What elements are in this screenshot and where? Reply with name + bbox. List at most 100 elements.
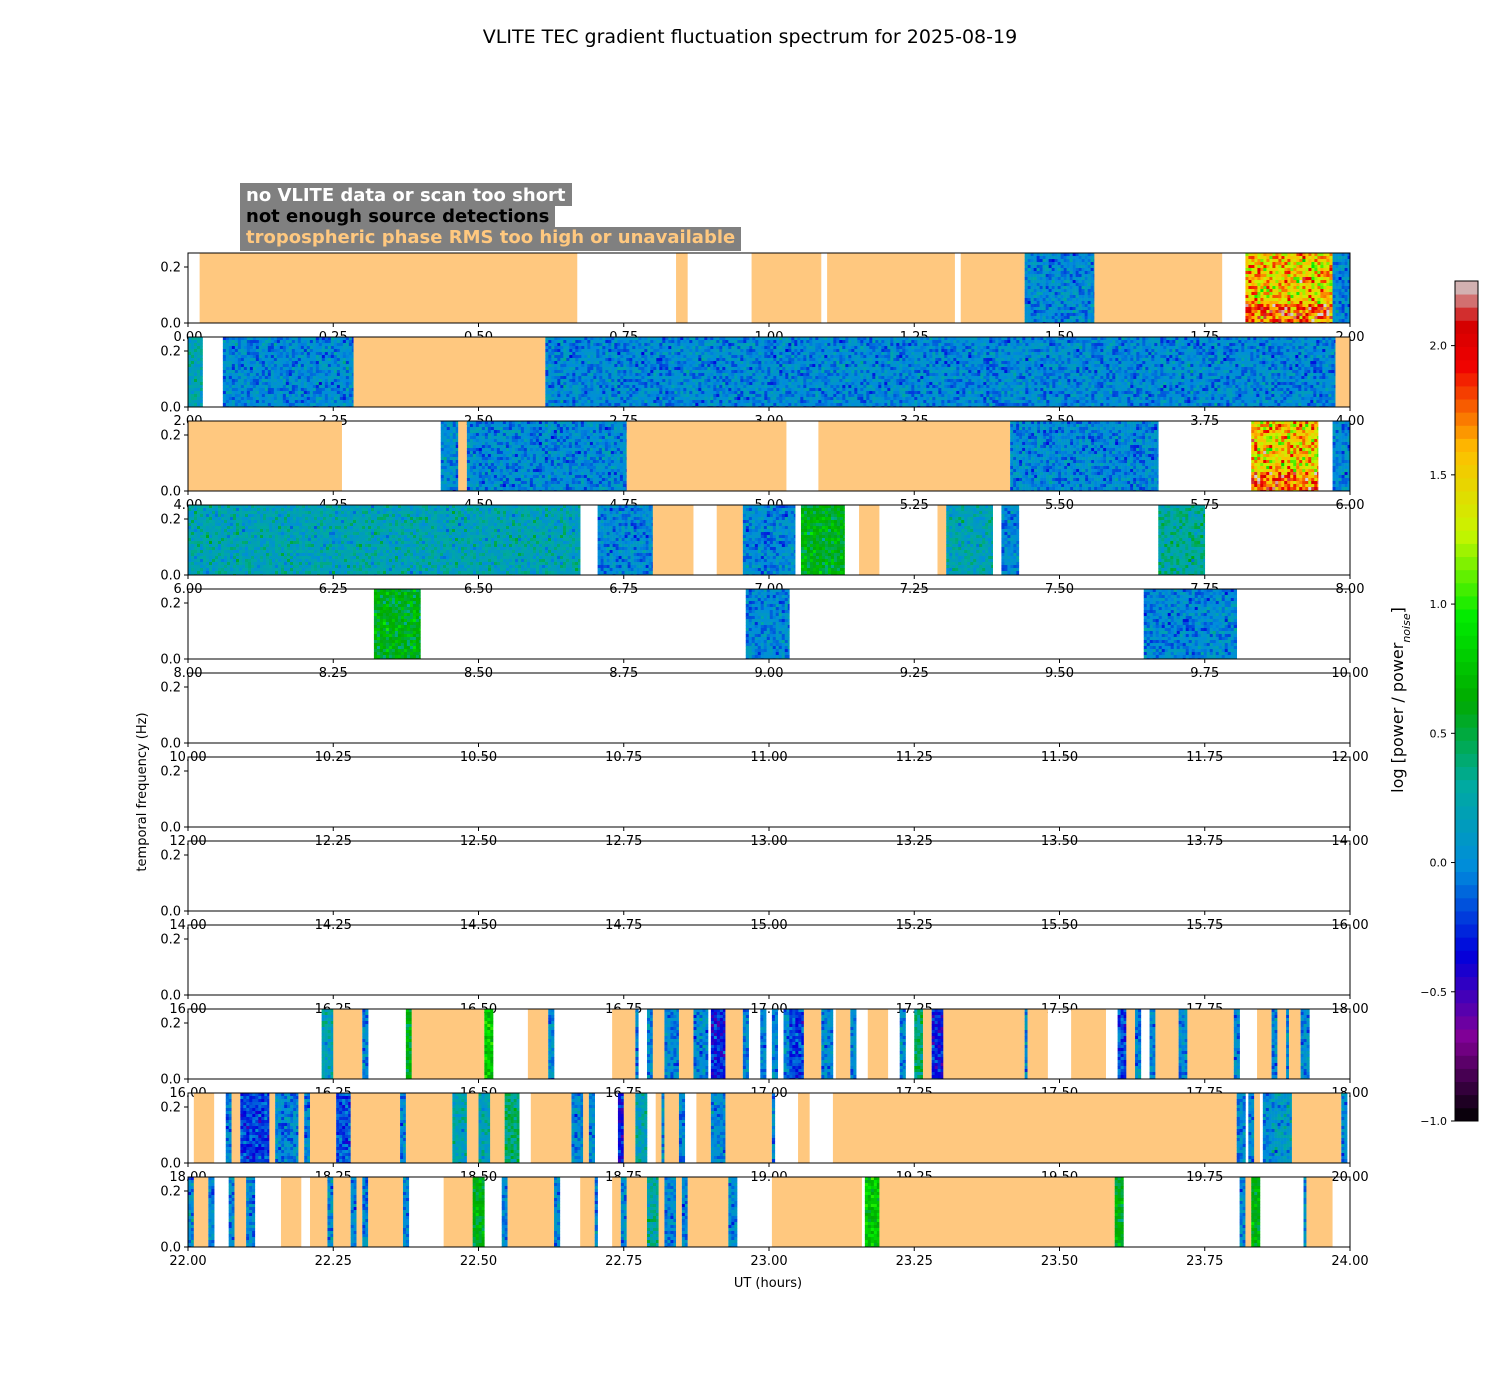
spectrum-cell [1084,319,1088,323]
spectrum-cell [671,340,675,344]
spectrum-cell [342,397,347,401]
spectrum-cell [1042,289,1046,293]
spectrum-cell [348,346,353,350]
spectrum-cell [599,337,603,341]
spectrum-cell [650,358,654,362]
spectrum-cell [234,382,239,386]
spectrum-cell [605,358,609,362]
spectrum-cell [635,367,639,371]
spectrum-cell [339,352,344,356]
spectrum-cell [1254,271,1258,275]
spectrum-cell [1084,277,1088,281]
spectrum-cell [234,361,239,365]
spectrum-cell [713,391,717,395]
spectrum-cell [1296,313,1300,317]
spectrum-cell [1057,301,1061,305]
spectrum-cell [300,355,305,359]
spectrum-cell [1257,259,1261,263]
spectrum-cell [1326,265,1330,269]
spectrum-cell [605,379,609,383]
spectrum-cell [1057,316,1061,320]
spectrum-cell [701,340,705,344]
spectrum-cell [1078,259,1082,263]
spectrum-cell [1293,259,1297,263]
spectrum-cell [1081,292,1085,296]
spectrum-cell [1326,262,1330,266]
spectrum-cell [1344,307,1348,311]
spectrum-cell [794,397,798,401]
spectrum-cell [764,367,768,371]
spectrum-cell [701,370,705,374]
spectrum-cell [315,340,320,344]
spectrum-cell [644,403,648,407]
spectrum-cell [342,373,347,377]
spectrum-cell [237,340,242,344]
spectrum-cell [1332,283,1336,287]
spectrum-cell [617,358,621,362]
spectrum-cell [1323,256,1327,260]
spectrum-cell [782,385,786,389]
spectrum-cell [1305,301,1309,305]
spectrum-cell [1087,283,1091,287]
spectrum-cell [1024,259,1028,263]
spectrum-cell [746,337,750,341]
spectrum-cell [635,349,639,353]
spectrum-cell [746,352,750,356]
spectrum-cell [554,373,558,377]
spectrum-cell [1290,292,1294,296]
spectrum-cell [1033,280,1037,284]
spectrum-cell [279,346,284,350]
spectrum-cell [303,352,308,356]
spectrum-cell [1332,292,1336,296]
spectrum-cell [746,394,750,398]
spectrum-cell [725,385,729,389]
spectrum-cell [312,397,317,401]
spectrum-cell [1344,268,1348,272]
spectrum-cell [1329,283,1333,287]
spectrum-cell [788,367,792,371]
spectrum-cell [608,382,612,386]
spectrum-cell [698,367,702,371]
spectrum-cell [1057,319,1061,323]
spectrum-cell [1254,295,1258,299]
spectrum-cell [734,340,738,344]
spectrum-cell [1296,319,1300,323]
spectrum-cell [351,403,354,407]
spectrum-cell [686,403,690,407]
spectrum-cell [237,337,242,341]
spectrum-cell [596,400,600,404]
spectrum-cell [1027,271,1031,275]
spectrum-cell [767,397,771,401]
spectrum-cell [228,391,233,395]
spectrum-cell [1027,316,1031,320]
spectrum-cell [1045,319,1049,323]
spectrum-cell [336,358,341,362]
spectrum-cell [764,343,768,347]
spectrum-cell [680,346,684,350]
spectrum-cell [1075,295,1079,299]
spectrum-cell [647,355,651,359]
spectrum-cell [695,358,699,362]
spectrum-cell [342,388,347,392]
spectrum-cell [764,382,768,386]
spectrum-cell [683,349,687,353]
spectrum-cell [707,367,711,371]
spectrum-cell [1039,316,1043,320]
spectrum-cell [794,388,798,392]
spectrum-cell [728,400,732,404]
spectrum-cell [704,364,708,368]
spectrum-cell [1024,304,1028,308]
spectrum-cell [1033,283,1037,287]
spectrum-cell [800,397,804,401]
spectrum-cell [716,358,720,362]
spectrum-cell [279,358,284,362]
spectrum-cell [1275,316,1279,320]
spectrum-cell [321,343,326,347]
spectrum-cell [833,400,837,404]
spectrum-cell [638,403,642,407]
spectrum-cell [593,388,597,392]
spectrum-cell [773,358,777,362]
spectrum-cell [1066,280,1070,284]
spectrum-cell [617,382,621,386]
spectrum-cell [1066,259,1070,263]
